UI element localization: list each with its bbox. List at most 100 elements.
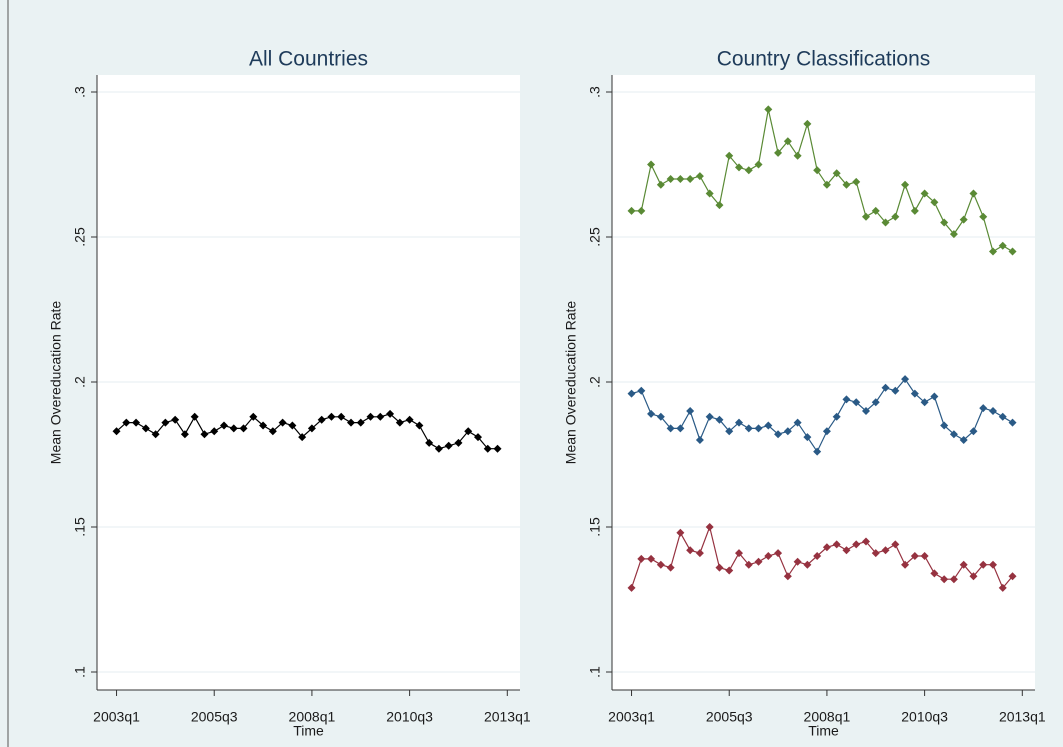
y-tick-label: .2	[587, 376, 603, 388]
chart-title: Country Classifications	[717, 48, 931, 71]
data-point	[998, 241, 1007, 250]
y-axis-title: Mean Overeducation Rate	[48, 301, 64, 465]
y-tick-label: .1	[72, 666, 88, 678]
data-point	[979, 404, 988, 413]
data-point	[415, 421, 424, 430]
data-point	[920, 398, 929, 407]
data-point	[930, 198, 939, 207]
data-point	[627, 583, 636, 592]
data-point	[774, 430, 783, 439]
data-point	[219, 421, 228, 430]
data-point	[959, 436, 968, 444]
y-tick-label: .2	[72, 376, 88, 388]
y-tick-label: .25	[72, 227, 88, 247]
data-point	[434, 444, 443, 453]
data-point	[803, 119, 812, 128]
data-point	[151, 430, 160, 439]
data-point	[327, 412, 336, 421]
data-point	[454, 438, 463, 447]
data-point	[910, 389, 919, 398]
data-point	[891, 212, 900, 221]
data-point	[832, 540, 841, 549]
data-point	[627, 389, 636, 398]
data-point	[803, 433, 812, 442]
data-point	[637, 206, 646, 215]
data-point	[141, 424, 150, 433]
series-line	[630, 524, 1013, 590]
data-point	[483, 444, 492, 453]
data-point	[861, 537, 870, 546]
data-point	[842, 180, 851, 189]
data-point	[656, 412, 665, 421]
data-point	[405, 415, 414, 424]
data-point	[695, 549, 704, 558]
data-point	[666, 175, 675, 183]
data-point	[725, 427, 734, 436]
data-point	[813, 552, 822, 560]
data-point	[239, 424, 248, 433]
data-point	[988, 407, 997, 415]
data-point	[891, 386, 900, 395]
data-point	[686, 175, 695, 183]
data-point	[783, 427, 792, 436]
data-point	[822, 427, 831, 436]
y-axis-title: Mean Overeducation Rate	[563, 301, 579, 465]
data-point	[715, 563, 724, 572]
data-point	[676, 175, 685, 183]
data-point	[871, 549, 880, 558]
data-point	[647, 554, 656, 563]
data-point	[871, 398, 880, 407]
data-point	[949, 575, 958, 584]
data-point	[317, 415, 326, 424]
data-point	[425, 438, 434, 447]
data-point	[686, 407, 695, 415]
data-point	[695, 172, 704, 181]
data-point	[822, 180, 831, 189]
data-point	[376, 412, 385, 421]
data-point	[969, 572, 978, 581]
data-point	[259, 421, 268, 430]
data-point	[112, 427, 121, 436]
x-axis-title: Time	[293, 723, 324, 739]
data-point	[278, 418, 287, 427]
data-point	[920, 189, 929, 198]
data-point	[852, 540, 861, 549]
data-point	[764, 421, 773, 430]
data-point	[881, 546, 890, 555]
data-point	[122, 418, 131, 427]
data-point	[774, 549, 783, 558]
data-point	[210, 427, 219, 436]
data-point	[998, 412, 1007, 421]
data-point	[949, 230, 958, 239]
data-point	[744, 166, 753, 175]
data-point	[881, 218, 890, 227]
x-tick-label: 2003q1	[608, 709, 655, 725]
x-tick-label: 2003q1	[93, 709, 140, 725]
data-point	[910, 206, 919, 215]
y-tick-label: .15	[72, 517, 88, 537]
data-point	[813, 447, 822, 456]
series-line	[116, 413, 498, 450]
data-point	[132, 418, 141, 427]
data-point	[298, 433, 307, 442]
x-axis-title: Time	[808, 723, 839, 739]
data-point	[180, 430, 189, 439]
data-point	[637, 554, 646, 563]
data-point	[1008, 572, 1017, 581]
x-tick-label: 2010q3	[386, 709, 433, 725]
data-point	[842, 395, 851, 404]
data-point	[998, 583, 1007, 592]
data-point	[734, 418, 743, 427]
data-point	[715, 201, 724, 210]
x-tick-label: 2013q1	[484, 709, 531, 725]
data-point	[764, 105, 773, 114]
data-point	[627, 206, 636, 215]
data-point	[715, 415, 724, 424]
data-point	[647, 409, 656, 418]
data-point	[734, 549, 743, 558]
data-point	[881, 383, 890, 392]
data-point	[901, 375, 910, 384]
data-point	[171, 415, 180, 424]
data-point	[979, 560, 988, 569]
data-point	[940, 218, 949, 227]
